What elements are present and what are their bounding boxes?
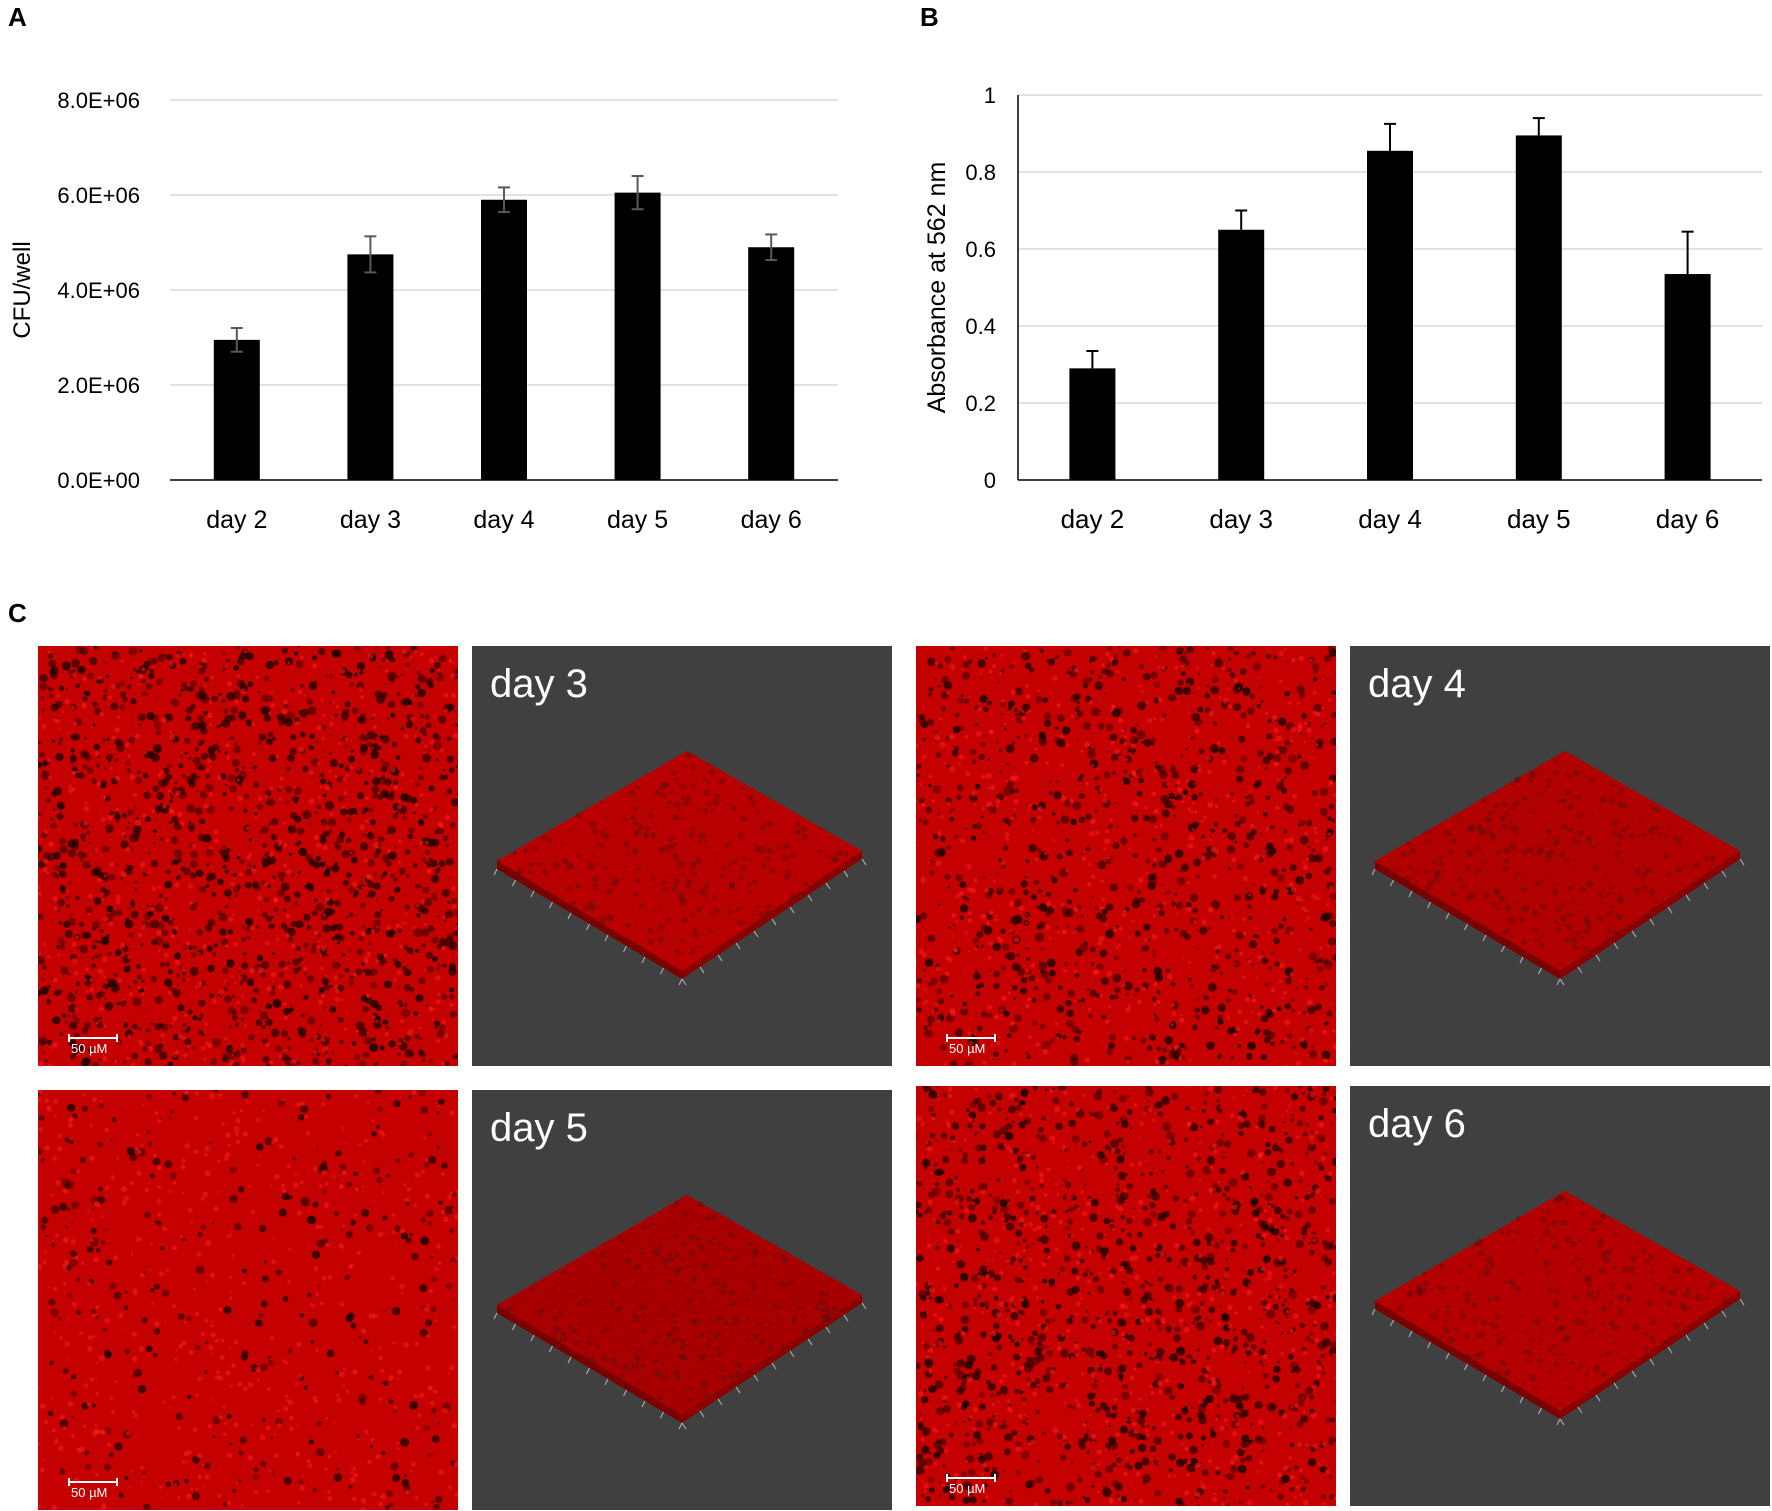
error-bar [765, 233, 778, 262]
render-3d-slab [1371, 1191, 1745, 1426]
category-label: day 5 [607, 506, 668, 534]
y-axis-label: CFU/well [9, 241, 36, 338]
micrograph-day-6: 50 µM [916, 1086, 1336, 1506]
micrograph-texture [916, 1086, 1336, 1506]
y-tick-label: 0.4 [965, 314, 996, 339]
tile-label-day-3: day 3 [490, 662, 588, 706]
bar [614, 192, 661, 480]
micrograph-texture [916, 646, 1336, 1066]
bar [1664, 274, 1711, 480]
bar [1367, 150, 1413, 480]
tile-label-day-4: day 4 [1368, 662, 1466, 706]
y-tick-label: 0.0E+00 [57, 468, 140, 493]
category-label: day 2 [206, 506, 267, 534]
micrograph-day-3: 50 µM [38, 646, 458, 1066]
category-label: day 6 [741, 506, 802, 534]
render-3d-slab [493, 1195, 867, 1430]
error-bar [1384, 122, 1396, 151]
micrograph-texture [38, 646, 458, 1066]
scale-bar: 50 µM [946, 1034, 996, 1056]
render-3d-day-6: day 6 [1350, 1086, 1770, 1506]
scale-bar: 50 µM [68, 1478, 118, 1500]
y-axis-label: Absorbance at 562 nm [923, 162, 951, 414]
micrograph-texture [38, 1090, 458, 1510]
tile-label-day-5: day 5 [490, 1106, 588, 1150]
y-tick-label: 8.0E+06 [57, 88, 140, 113]
y-tick-label: 4.0E+06 [57, 278, 140, 303]
bar [347, 254, 394, 480]
y-tick-label: 0.2 [965, 391, 996, 416]
micrograph-day-5: 50 µM [38, 1090, 458, 1510]
render-3d-day-3: day 3 [472, 646, 892, 1066]
y-tick-label: 2.0E+06 [57, 373, 140, 398]
bar [748, 247, 795, 480]
bar [1515, 135, 1562, 481]
scale-bar-label: 50 µM [71, 1041, 108, 1056]
category-label: day 5 [1507, 504, 1571, 534]
error-bar [1681, 230, 1694, 275]
panel-a-letter: A [8, 2, 27, 32]
bar [213, 339, 260, 480]
bar [1218, 229, 1265, 480]
category-label: day 2 [1061, 504, 1125, 534]
category-label: day 6 [1656, 504, 1720, 534]
error-bar [1086, 350, 1099, 369]
scale-bar: 50 µM [946, 1474, 996, 1496]
bar [1069, 368, 1116, 480]
error-bar [364, 235, 377, 274]
y-tick-label: 0.6 [965, 237, 996, 262]
category-label: day 4 [1358, 504, 1422, 534]
error-bar [498, 186, 510, 214]
chart-a: 0.0E+00 2.0E+06 4.0E+06 6.0E+06 8.0E+06 day 2… [9, 88, 838, 534]
error-bar [1235, 209, 1248, 230]
y-tick-label: 0.8 [965, 160, 996, 185]
panel-c-letter: C [8, 598, 27, 628]
error-bar [230, 327, 243, 353]
error-bar [631, 175, 644, 211]
category-label: day 3 [340, 506, 401, 534]
scale-bar-label: 50 µM [71, 1485, 108, 1500]
tile-label-day-6: day 6 [1368, 1102, 1466, 1146]
render-3d-slab [493, 751, 867, 986]
scale-bar: 50 µM [68, 1034, 118, 1056]
bar [481, 199, 527, 480]
micrograph-day-4: 50 µM [916, 646, 1336, 1066]
scale-bar-label: 50 µM [949, 1041, 986, 1056]
y-tick-label: 6.0E+06 [57, 183, 140, 208]
render-3d-day-5: day 5 [472, 1090, 892, 1510]
category-label: day 4 [473, 506, 534, 534]
panel-b-letter: B [920, 2, 939, 32]
render-3d-slab [1371, 751, 1745, 986]
chart-b: 0 0.2 0.4 0.6 0.8 1 day 2 day 3 day 4 day 5 day 6 A… [923, 83, 1762, 534]
y-tick-label: 0 [984, 468, 996, 493]
y-tick-label: 1 [984, 83, 996, 108]
error-bar [1532, 117, 1545, 136]
scale-bar-label: 50 µM [949, 1481, 986, 1496]
render-3d-day-4: day 4 [1350, 646, 1770, 1066]
category-label: day 3 [1209, 504, 1273, 534]
